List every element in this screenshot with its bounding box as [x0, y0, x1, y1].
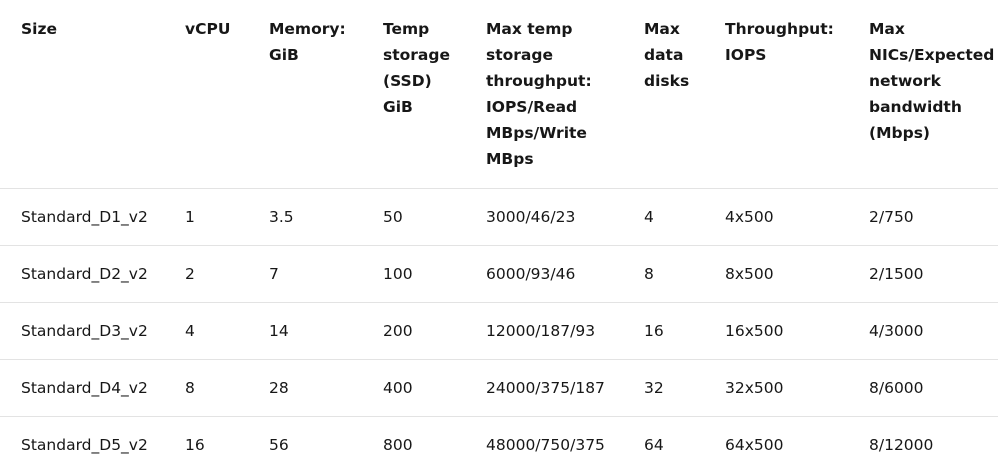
header-line: MBps/Write	[486, 124, 587, 142]
cell-max-nics: 8/12000	[869, 436, 934, 455]
table-row: Standard_D5_v2 16 56 800 48000/750/375 6…	[0, 417, 998, 474]
cell-vcpu: 1	[164, 188, 248, 246]
cell-max-nics: 4/3000	[848, 302, 998, 360]
cell-vcpu: 4	[164, 302, 248, 360]
header-line: IOPS/Read	[486, 98, 578, 116]
cell-throughput-iops: 64x500	[725, 436, 784, 455]
header-line: data	[644, 46, 684, 64]
header-line: GiB	[269, 46, 299, 64]
header-line: disks	[644, 72, 690, 90]
cell-max-data-disks: 16	[623, 302, 704, 360]
header-vcpu: vCPU	[164, 0, 248, 189]
cell-temp-storage: 800	[383, 436, 413, 455]
cell-size: Standard_D3_v2	[0, 302, 164, 360]
header-line: Memory:	[269, 20, 346, 38]
header-line: GiB	[383, 98, 413, 116]
header-line: Size	[21, 20, 58, 38]
cell-size: Standard_D4_v2	[0, 359, 164, 417]
cell-vcpu: 8	[164, 359, 248, 417]
header-line: MBps	[486, 150, 534, 168]
header-line: NICs/Expected	[869, 46, 995, 64]
header-line: throughput:	[486, 72, 592, 90]
cell-throughput-iops: 32x500	[704, 359, 848, 417]
header-size: Size	[0, 0, 164, 189]
header-line: vCPU	[185, 20, 231, 38]
cell-temp-throughput: 48000/750/375	[486, 436, 605, 455]
cell-temp-throughput: 6000/93/46	[465, 245, 623, 303]
cell-temp-storage: 50	[362, 188, 465, 246]
cell-vcpu: 2	[164, 245, 248, 303]
cell-temp-throughput: 3000/46/23	[465, 188, 623, 246]
header-line: Max temp	[486, 20, 573, 38]
cell-size: Standard_D1_v2	[0, 188, 164, 246]
header-memory: Memory: GiB	[248, 0, 362, 189]
cell-size: Standard_D2_v2	[0, 245, 164, 303]
cell-throughput-iops: 4x500	[704, 188, 848, 246]
cell-max-nics: 8/6000	[848, 359, 998, 417]
cell-throughput-iops: 8x500	[704, 245, 848, 303]
header-max-temp-throughput: Max temp storage throughput: IOPS/Read M…	[465, 0, 623, 189]
cell-memory: 7	[248, 245, 362, 303]
table-row: Standard_D2_v2 2 7 100 6000/93/46 8 8x50…	[0, 245, 998, 303]
cell-temp-throughput: 24000/375/187	[465, 359, 623, 417]
table-row: Standard_D3_v2 4 14 200 12000/187/93 16 …	[0, 302, 998, 360]
header-line: (Mbps)	[869, 124, 931, 142]
header-line: IOPS	[725, 46, 767, 64]
cell-size: Standard_D5_v2	[21, 436, 148, 455]
header-temp-storage: Temp storage (SSD) GiB	[362, 0, 465, 189]
header-line: (SSD)	[383, 72, 432, 90]
cell-temp-storage: 200	[362, 302, 465, 360]
cell-memory: 3.5	[248, 188, 362, 246]
cell-max-nics: 2/1500	[848, 245, 998, 303]
header-line: Max	[644, 20, 680, 38]
cell-temp-throughput: 12000/187/93	[465, 302, 623, 360]
table-header-row: Size vCPU Memory: GiB Temp storage (SSD)…	[0, 0, 998, 189]
header-line: storage	[486, 46, 553, 64]
cell-memory: 56	[269, 436, 289, 455]
cell-throughput-iops: 16x500	[704, 302, 848, 360]
cell-max-nics: 2/750	[848, 188, 998, 246]
cell-memory: 14	[248, 302, 362, 360]
table-row: Standard_D1_v2 1 3.5 50 3000/46/23 4 4x5…	[0, 188, 998, 246]
cell-temp-storage: 400	[362, 359, 465, 417]
cell-max-data-disks: 4	[623, 188, 704, 246]
cell-vcpu: 16	[185, 436, 205, 455]
header-line: storage	[383, 46, 450, 64]
header-line: bandwidth	[869, 98, 962, 116]
cell-max-data-disks: 32	[623, 359, 704, 417]
header-line: Throughput:	[725, 20, 834, 38]
cell-temp-storage: 100	[362, 245, 465, 303]
cell-max-data-disks: 8	[623, 245, 704, 303]
cell-memory: 28	[248, 359, 362, 417]
header-throughput-iops: Throughput: IOPS	[704, 0, 848, 189]
cell-max-data-disks: 64	[644, 436, 664, 455]
header-line: network	[869, 72, 941, 90]
table-row: Standard_D4_v2 8 28 400 24000/375/187 32…	[0, 359, 998, 417]
header-max-data-disks: Max data disks	[623, 0, 704, 189]
header-max-nics: Max NICs/Expected network bandwidth (Mbp…	[848, 0, 998, 189]
header-line: Temp	[383, 20, 430, 38]
header-line: Max	[869, 20, 905, 38]
